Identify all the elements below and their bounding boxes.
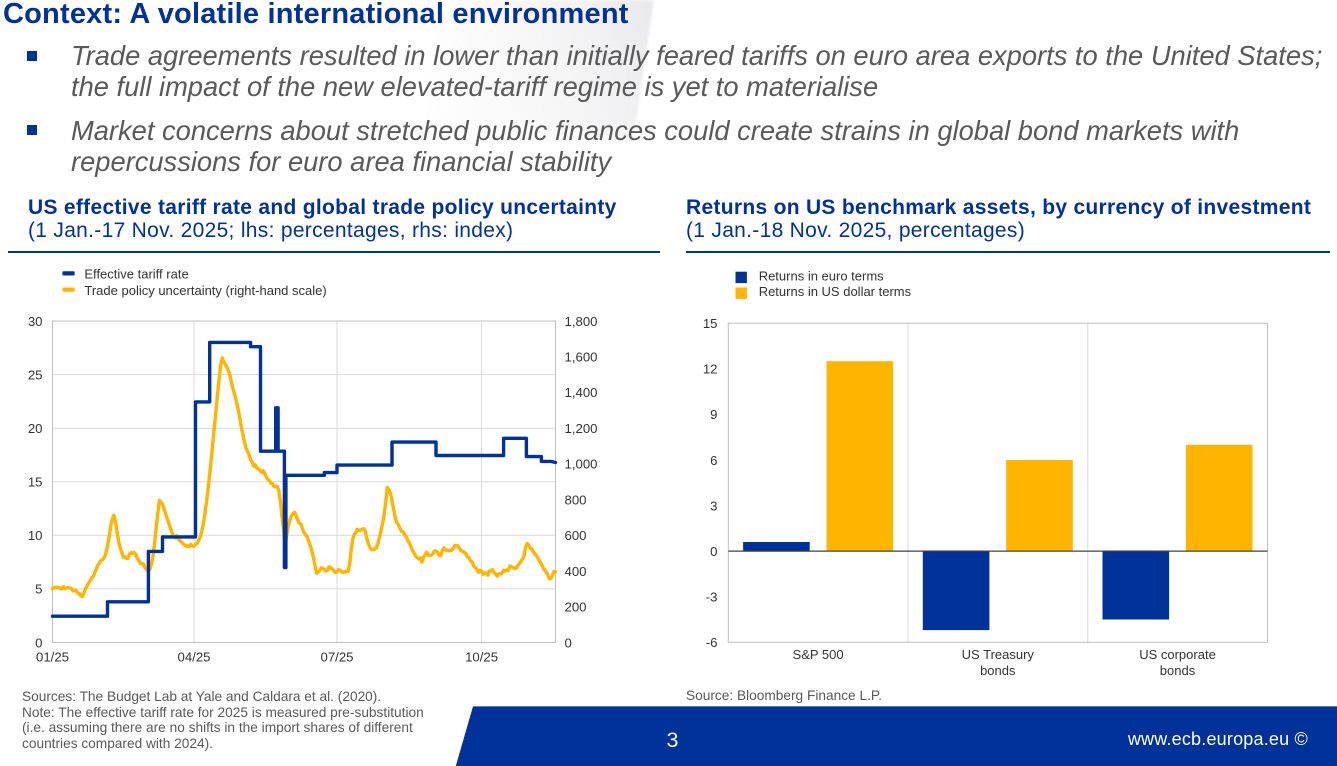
- svg-text:0: 0: [35, 635, 42, 650]
- svg-text:3: 3: [667, 728, 679, 752]
- svg-text:Returns in US dollar terms: Returns in US dollar terms: [759, 284, 912, 299]
- svg-text:0: 0: [710, 544, 717, 559]
- svg-text:10/25: 10/25: [465, 650, 498, 665]
- svg-text:25: 25: [28, 367, 43, 382]
- svg-text:1,000: 1,000: [565, 457, 598, 472]
- svg-text:07/25: 07/25: [320, 650, 353, 665]
- svg-text:6: 6: [710, 453, 717, 468]
- svg-text:15: 15: [28, 475, 43, 490]
- svg-text:1,800: 1,800: [565, 314, 598, 329]
- svg-text:Trade policy uncertainty (righ: Trade policy uncertainty (right-hand sca…: [84, 283, 326, 298]
- svg-text:Returns in euro terms: Returns in euro terms: [759, 269, 884, 284]
- svg-text:600: 600: [565, 528, 587, 543]
- svg-text:9: 9: [710, 407, 717, 422]
- svg-text:400: 400: [565, 564, 587, 579]
- svg-text:1,200: 1,200: [565, 421, 598, 436]
- svg-text:800: 800: [565, 492, 587, 507]
- svg-text:15: 15: [703, 316, 718, 331]
- svg-text:5: 5: [35, 582, 42, 597]
- svg-text:US Treasury: US Treasury: [962, 647, 1035, 662]
- svg-text:0: 0: [565, 635, 572, 650]
- svg-text:US corporate: US corporate: [1139, 647, 1216, 662]
- svg-text:200: 200: [565, 600, 587, 615]
- svg-text:10: 10: [28, 528, 43, 543]
- svg-text:bonds: bonds: [980, 663, 1016, 678]
- svg-text:-3: -3: [706, 590, 718, 605]
- svg-text:3: 3: [710, 498, 717, 513]
- svg-text:Effective tariff rate: Effective tariff rate: [84, 267, 188, 282]
- svg-text:1,600: 1,600: [565, 350, 598, 365]
- svg-text:20: 20: [28, 421, 43, 436]
- svg-text:-6: -6: [706, 635, 718, 650]
- svg-text:1,400: 1,400: [565, 385, 598, 400]
- svg-text:12: 12: [703, 362, 718, 377]
- svg-text:www.ecb.europa.eu ©: www.ecb.europa.eu ©: [1127, 729, 1308, 749]
- svg-text:bonds: bonds: [1160, 663, 1196, 678]
- svg-text:04/25: 04/25: [177, 650, 210, 665]
- svg-text:S&P 500: S&P 500: [793, 647, 844, 662]
- svg-text:01/25: 01/25: [36, 650, 69, 665]
- svg-text:30: 30: [28, 314, 43, 329]
